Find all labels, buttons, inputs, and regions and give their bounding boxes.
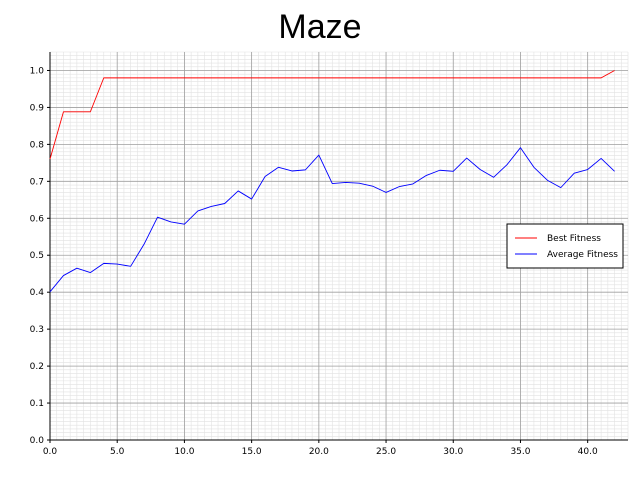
x-tick-label: 20.0: [309, 447, 329, 457]
y-tick-label: 0.6: [30, 214, 45, 224]
y-tick-label: 0.7: [30, 177, 44, 187]
y-tick-label: 0.8: [30, 140, 45, 150]
series-lines: [49, 70, 615, 293]
x-tick-label: 35.0: [510, 447, 530, 457]
y-tick-label: 0.4: [30, 288, 45, 298]
tick-labels: 0.0 5.0 10.0 15.0 20.0 25.0 30.0 35.0 40.0 0.0 0.1…: [30, 66, 598, 457]
y-tick-label: 0.1: [30, 399, 44, 409]
x-tick-label: 25.0: [376, 447, 396, 457]
y-tick-label: 1.0: [30, 66, 45, 76]
x-tick-label: 5.0: [110, 447, 125, 457]
x-tick-label: 30.0: [443, 447, 463, 457]
best-fitness-line: [49, 70, 615, 160]
y-tick-label: 0.5: [30, 251, 44, 261]
x-tick-label: 15.0: [242, 447, 262, 457]
y-tick-label: 0.3: [30, 325, 44, 335]
average-fitness-line: [49, 147, 615, 293]
y-tick-label: 0.9: [30, 103, 45, 113]
legend-label-average-fitness: Average Fitness: [547, 250, 618, 260]
legend-box: [506, 223, 624, 269]
x-tick-label: 10.0: [174, 447, 194, 457]
x-tick-label: 40.0: [578, 447, 598, 457]
axes: [47, 52, 628, 443]
legend-label-best-fitness: Best Fitness: [547, 234, 601, 244]
y-tick-label: 0.2: [30, 362, 44, 372]
chart-title: Maze: [278, 8, 362, 46]
legend: Best Fitness Average Fitness: [506, 223, 624, 269]
x-tick-label: 0.0: [43, 447, 58, 457]
y-tick-label: 0.0: [30, 436, 45, 446]
